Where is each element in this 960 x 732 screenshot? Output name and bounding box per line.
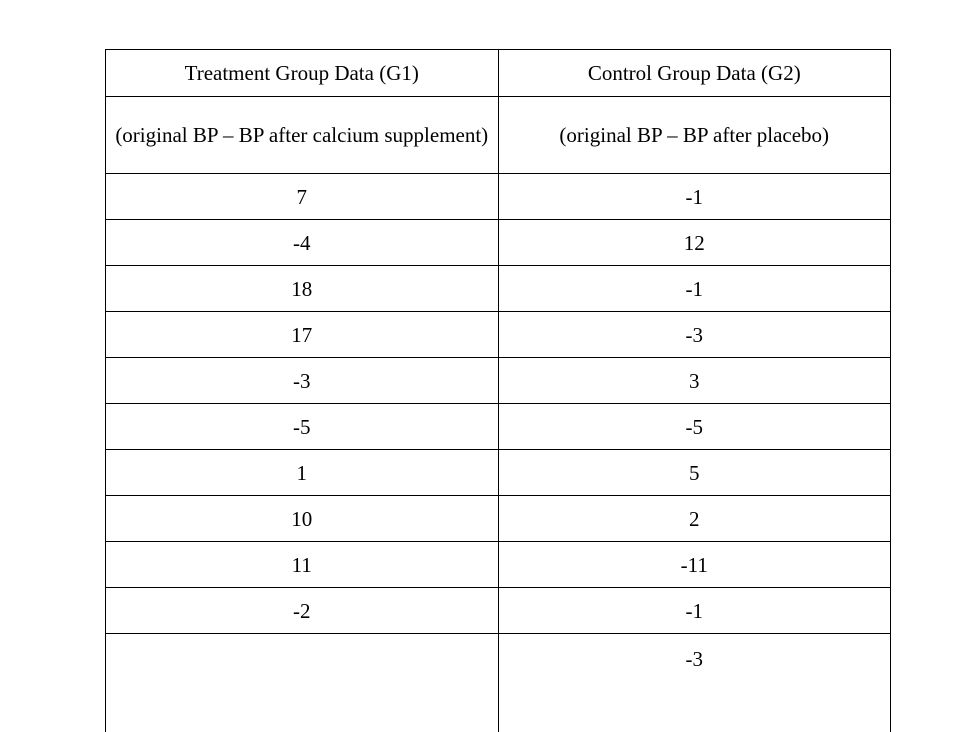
header-treatment-group: Treatment Group Data (G1) (106, 50, 499, 97)
control-value-cell: -11 (498, 542, 891, 588)
table-row: 17-3 (106, 312, 891, 358)
treatment-value-cell (106, 634, 499, 732)
table-body: Treatment Group Data (G1) Control Group … (106, 50, 891, 732)
table-row: 18-1 (106, 266, 891, 312)
control-value-cell: -3 (498, 634, 891, 732)
subheader-control-description: (original BP – BP after placebo) (498, 97, 891, 174)
table-row: 7-1 (106, 174, 891, 220)
treatment-value-cell: -4 (106, 220, 499, 266)
treatment-value-cell: -2 (106, 588, 499, 634)
treatment-value-cell: 10 (106, 496, 499, 542)
subheader-treatment-description: (original BP – BP after calcium suppleme… (106, 97, 499, 174)
control-value-cell: -5 (498, 404, 891, 450)
bp-data-table: Treatment Group Data (G1) Control Group … (105, 49, 891, 732)
treatment-value-cell: 17 (106, 312, 499, 358)
control-value-cell: 12 (498, 220, 891, 266)
control-value-cell: -3 (498, 312, 891, 358)
table-row: 11-11 (106, 542, 891, 588)
treatment-value-cell: 11 (106, 542, 499, 588)
control-value-cell: -1 (498, 588, 891, 634)
control-value-cell: -1 (498, 266, 891, 312)
treatment-value-cell: -5 (106, 404, 499, 450)
treatment-value-cell: 7 (106, 174, 499, 220)
header-control-group: Control Group Data (G2) (498, 50, 891, 97)
control-value-cell: 5 (498, 450, 891, 496)
treatment-value-cell: 18 (106, 266, 499, 312)
table-row: -2-1 (106, 588, 891, 634)
table-header-row: Treatment Group Data (G1) Control Group … (106, 50, 891, 97)
control-value-cell: 2 (498, 496, 891, 542)
table-subheader-row: (original BP – BP after calcium suppleme… (106, 97, 891, 174)
treatment-value-cell: -3 (106, 358, 499, 404)
control-value-cell: 3 (498, 358, 891, 404)
treatment-value-cell: 1 (106, 450, 499, 496)
control-value-cell: -1 (498, 174, 891, 220)
table-row: -5-5 (106, 404, 891, 450)
table-row: -3 (106, 634, 891, 732)
